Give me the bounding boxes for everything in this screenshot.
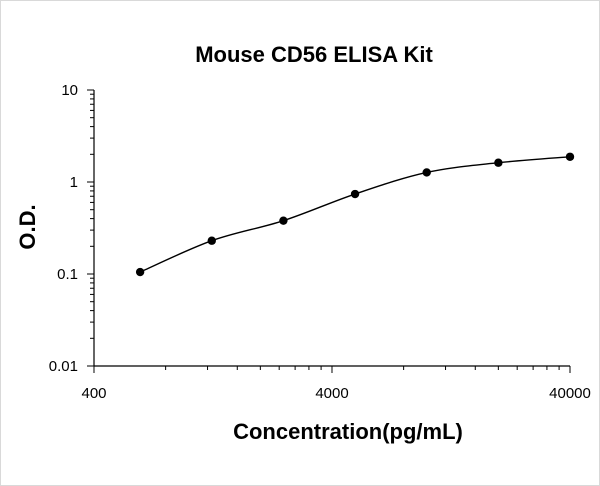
data-point bbox=[494, 158, 503, 167]
x-tick-label: 4000 bbox=[315, 385, 348, 402]
fit-curve-group bbox=[139, 156, 571, 273]
data-point bbox=[565, 152, 575, 161]
axes-group bbox=[93, 90, 570, 367]
y-tick-label: 1 bbox=[70, 174, 78, 191]
x-axis-label: Concentration(pg/mL) bbox=[233, 419, 463, 444]
data-point bbox=[135, 267, 145, 277]
fit-curve bbox=[139, 156, 571, 273]
data-point bbox=[350, 189, 360, 199]
data-point bbox=[207, 236, 216, 245]
y-axis-label: O.D. bbox=[15, 204, 40, 249]
ticks-group bbox=[87, 89, 571, 373]
data-points-group bbox=[135, 152, 575, 277]
y-tick-label: 10 bbox=[61, 82, 78, 99]
chart-title: Mouse CD56 ELISA Kit bbox=[195, 42, 433, 67]
x-tick-label: 400 bbox=[81, 385, 106, 402]
data-point bbox=[422, 168, 431, 177]
x-tick-label: 40000 bbox=[549, 385, 591, 402]
data-point bbox=[279, 216, 288, 225]
y-tick-label: 0.1 bbox=[57, 266, 78, 283]
y-tick-label: 0.01 bbox=[49, 358, 78, 375]
